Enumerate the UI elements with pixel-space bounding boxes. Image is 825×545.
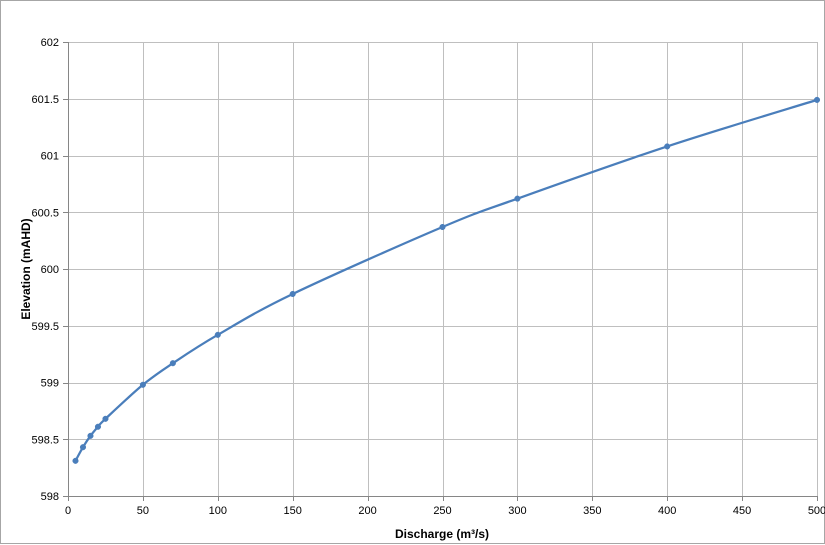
data-series	[72, 96, 821, 464]
y-tick-label: 601.5	[31, 94, 59, 106]
data-point	[87, 432, 94, 439]
y-tick-label: 598	[41, 491, 59, 503]
y-tick-label: 601	[41, 151, 59, 163]
x-tick-label: 400	[658, 505, 676, 517]
data-point	[79, 444, 87, 451]
y-tick-label: 598.5	[31, 434, 59, 446]
y-tick-label: 602	[41, 37, 59, 49]
data-point	[813, 96, 821, 103]
data-point	[139, 381, 146, 388]
x-tick-label: 350	[583, 505, 601, 517]
x-tick-label: 0	[65, 505, 71, 517]
data-point	[289, 290, 296, 298]
data-point	[169, 360, 176, 367]
data-point	[94, 423, 102, 430]
x-axis-title: Discharge (m³/s)	[395, 527, 489, 541]
series-line	[74, 98, 818, 462]
grid-lines	[68, 42, 818, 497]
x-tick-label: 100	[209, 505, 227, 517]
data-point	[439, 223, 446, 231]
tick-labels: 0 50 100 150 200 250 300 350 400 450 500 598 598.5 59…	[31, 37, 825, 517]
data-point	[664, 143, 671, 150]
data-point	[102, 415, 109, 422]
data-point	[214, 331, 221, 338]
y-tick-label: 599.5	[31, 321, 59, 333]
x-tick-label: 250	[433, 505, 451, 517]
x-tick-label: 500	[808, 505, 825, 517]
y-tick-label: 600	[41, 264, 59, 276]
x-tick-label: 150	[284, 505, 302, 517]
data-point	[514, 195, 521, 202]
x-tick-label: 450	[733, 505, 751, 517]
x-tick-label: 200	[358, 505, 376, 517]
y-axis-title: Elevation (mAHD)	[19, 218, 33, 319]
y-tick-label: 599	[41, 378, 59, 390]
x-tick-label: 50	[137, 505, 149, 517]
y-tick-label: 600.5	[31, 207, 59, 219]
axes	[63, 42, 818, 501]
data-point	[72, 457, 79, 464]
x-tick-label: 300	[508, 505, 526, 517]
